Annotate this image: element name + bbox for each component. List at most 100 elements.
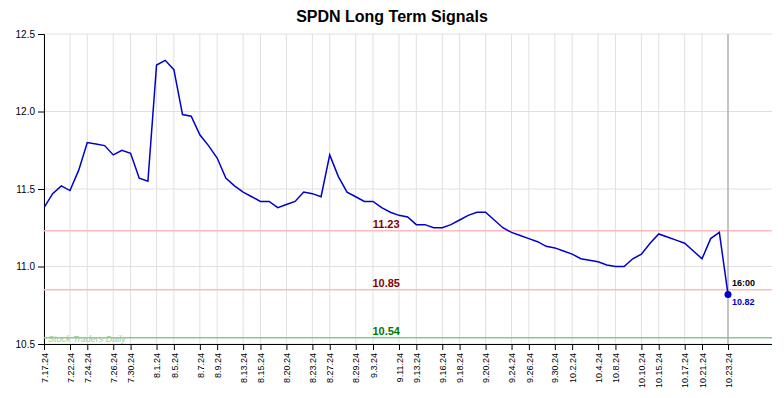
x-tick-mark (555, 344, 556, 350)
x-tick-label: 10.15.24 (654, 353, 664, 388)
x-tick-mark (356, 344, 357, 350)
x-tick-mark (87, 344, 88, 350)
x-tick: 10.2.24 (568, 344, 578, 383)
x-tick: 8.23.24 (308, 344, 318, 383)
x-tick: 8.20.24 (282, 344, 292, 383)
y-tick-mark (38, 189, 44, 190)
grid-line-x (286, 34, 287, 344)
hline-label: 10.85 (372, 277, 400, 289)
end-price-label: 10.82 (732, 297, 755, 307)
y-axis: 10.511.011.512.012.5 (16, 29, 45, 350)
grid-line-x (459, 34, 460, 344)
x-tick-label: 9.16.24 (438, 353, 448, 383)
grid-line-x (554, 34, 555, 344)
grid-line-x (702, 34, 703, 344)
x-tick: 9.30.24 (550, 344, 560, 383)
x-tick-mark (416, 344, 417, 350)
y-tick: 10.5 (16, 339, 44, 350)
grid-line-x (373, 34, 374, 344)
x-tick-label: 7.17.24 (40, 353, 50, 383)
x-axis: 7.17.247.22.247.24.247.26.247.30.248.1.2… (40, 344, 772, 388)
x-tick-label: 9.3.24 (369, 353, 379, 378)
x-tick-label: 8.15.24 (256, 353, 266, 383)
grid-line-x (398, 34, 399, 344)
grid-line-x (156, 34, 157, 344)
x-tick-mark (659, 344, 660, 350)
hline (44, 337, 772, 339)
grid-line-x (528, 34, 529, 344)
x-tick-mark (70, 344, 71, 350)
x-tick-label: 9.30.24 (550, 353, 560, 383)
y-tick-mark (38, 344, 44, 345)
grid-line-x (485, 34, 486, 344)
x-tick-mark (157, 344, 158, 350)
y-tick-mark (38, 267, 44, 268)
y-tick-label: 12.0 (16, 106, 36, 117)
x-tick-mark (243, 344, 244, 350)
x-tick-label: 9.24.24 (507, 353, 517, 383)
x-tick-mark (598, 344, 599, 350)
x-tick-mark (486, 344, 487, 350)
x-tick: 10.10.24 (637, 344, 647, 388)
x-tick-label: 8.27.24 (325, 353, 335, 383)
x-tick-mark (641, 344, 642, 350)
grid-line-x (199, 34, 200, 344)
x-tick-mark (131, 344, 132, 350)
price-line (44, 60, 728, 294)
grid-line-x (329, 34, 330, 344)
x-tick: 8.29.24 (351, 344, 361, 383)
x-tick: 8.27.24 (325, 344, 335, 383)
title: SPDN Long Term Signals (296, 8, 488, 25)
x-tick-mark (286, 344, 287, 350)
grid-line-x (355, 34, 356, 344)
x-tick-label: 10.17.24 (680, 353, 690, 388)
grid (44, 34, 772, 344)
x-axis-line-extension (728, 344, 772, 345)
grid-line-x (615, 34, 616, 344)
x-tick-mark (174, 344, 175, 350)
grid-line-x (416, 34, 417, 344)
hline (44, 289, 772, 291)
hline (44, 230, 772, 232)
x-tick: 7.26.24 (109, 344, 119, 383)
x-tick: 8.1.24 (152, 344, 162, 378)
x-tick-mark (44, 344, 45, 350)
x-tick: 8.5.24 (170, 344, 180, 378)
grid-line-x (641, 34, 642, 344)
y-tick-label: 11.0 (16, 261, 35, 272)
x-tick-label: 9.26.24 (525, 353, 535, 383)
end-dot (725, 291, 732, 298)
grid-line-x (243, 34, 244, 344)
x-tick-label: 9.18.24 (455, 353, 465, 383)
grid-line-x (511, 34, 512, 344)
grid-line-x (113, 34, 114, 344)
x-tick: 9.26.24 (525, 344, 535, 383)
x-axis-line (45, 345, 729, 351)
x-tick-mark (217, 344, 218, 350)
x-tick-label: 10.2.24 (568, 353, 578, 383)
x-tick-label: 8.13.24 (239, 353, 249, 383)
x-tick-label: 8.23.24 (308, 353, 318, 383)
grid-line-x (130, 34, 131, 344)
x-tick-label: 9.11.24 (395, 353, 405, 382)
x-tick-mark (312, 344, 313, 350)
grid-line-y (44, 34, 772, 35)
x-tick: 7.22.24 (66, 344, 76, 383)
x-tick: 10.15.24 (654, 344, 664, 388)
x-tick: 8.9.24 (213, 344, 223, 378)
y-tick: 12.5 (16, 29, 44, 40)
grid-line-x (658, 34, 659, 344)
y-axis-line (38, 35, 45, 345)
x-tick-mark (113, 344, 114, 350)
grid-line-x (684, 34, 685, 344)
grid-line-x (173, 34, 174, 344)
hline-label: 11.23 (373, 218, 400, 230)
x-tick: 7.17.24 (40, 344, 50, 383)
y-tick-mark (38, 34, 44, 35)
x-tick-label: 8.1.24 (152, 353, 162, 378)
y-tick: 12.0 (16, 106, 44, 117)
x-tick: 8.7.24 (195, 344, 205, 378)
grid-line-x (217, 34, 218, 344)
x-tick-label: 7.30.24 (126, 353, 136, 383)
y-tick-label: 10.5 (16, 339, 36, 350)
